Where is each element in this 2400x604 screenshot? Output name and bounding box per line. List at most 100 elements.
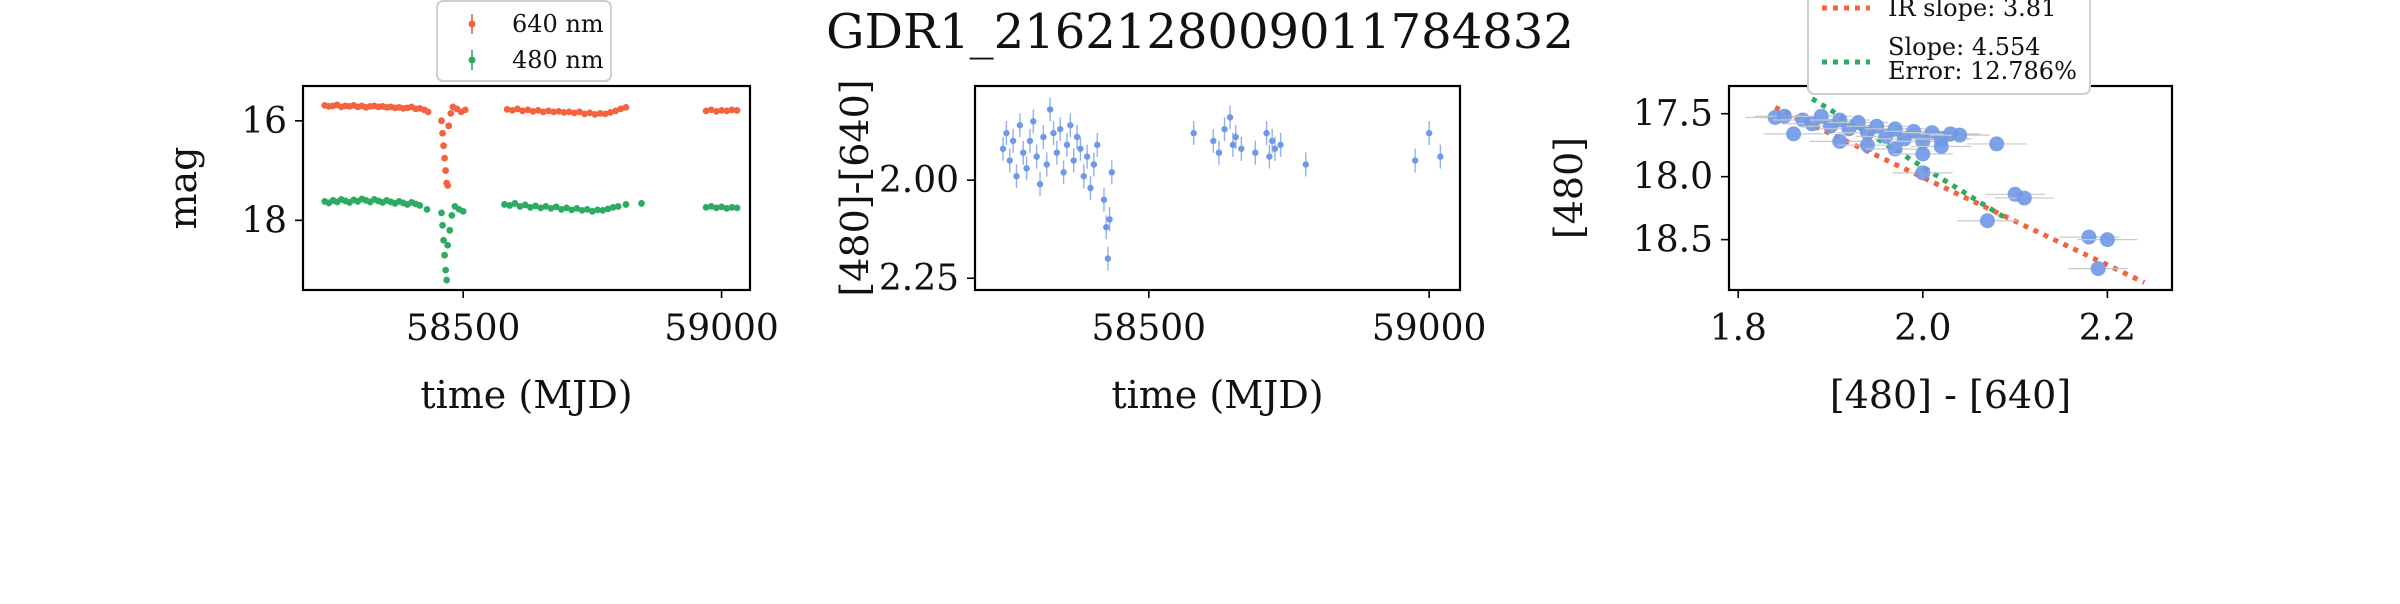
data-point xyxy=(2016,190,2032,206)
data-point xyxy=(999,145,1007,152)
data-point-480nm xyxy=(526,204,534,211)
data-point-480nm xyxy=(573,205,581,212)
data-point-640nm xyxy=(728,106,736,114)
data-point xyxy=(1033,153,1040,160)
panel-color-curve: 58500 59000 2.00 2.25 time (MJD) [480]-[640] xyxy=(833,79,1486,417)
data-point-480nm xyxy=(448,211,456,219)
data-point-480nm xyxy=(459,207,467,215)
data-point xyxy=(1226,114,1234,121)
data-point xyxy=(1776,108,1792,124)
x-tick-label: 59000 xyxy=(1372,308,1487,349)
data-point-640nm xyxy=(447,109,455,117)
data-point-480nm xyxy=(707,203,715,210)
data-point-640nm xyxy=(539,108,547,116)
y-tick-label: 18.5 xyxy=(1633,220,1713,261)
data-point-480nm xyxy=(728,204,736,211)
data-point-640nm xyxy=(570,109,578,117)
plot-area xyxy=(321,101,741,284)
data-point-480nm xyxy=(614,203,622,210)
legend-entry: 480 nm xyxy=(512,46,604,74)
data-point xyxy=(1979,213,1995,229)
data-point-480nm xyxy=(638,200,645,207)
data-point xyxy=(1221,125,1228,133)
data-point-640nm xyxy=(529,107,537,115)
data-point xyxy=(1053,149,1061,156)
plot-area xyxy=(1745,96,2146,285)
y-tick-label: 2.00 xyxy=(879,160,959,201)
data-point-640nm xyxy=(733,106,741,114)
data-point-640nm xyxy=(545,107,552,115)
data-point-480nm xyxy=(578,206,586,214)
data-point-640nm xyxy=(576,108,583,116)
data-point-480nm xyxy=(622,201,630,208)
data-point xyxy=(1263,129,1270,137)
legend-marker xyxy=(468,56,476,64)
data-point-640nm xyxy=(617,105,625,113)
data-point-480nm xyxy=(446,226,454,234)
data-point-640nm xyxy=(596,109,604,117)
x-axis-label: [480] - [640] xyxy=(1830,373,2071,417)
data-point xyxy=(1100,196,1108,203)
data-point-640nm xyxy=(550,108,558,116)
data-point-640nm xyxy=(581,110,589,118)
data-point xyxy=(2099,232,2115,248)
data-point xyxy=(1268,137,1276,145)
data-point-480nm xyxy=(516,203,524,210)
data-point-640nm xyxy=(560,108,568,116)
data-point xyxy=(1067,122,1074,129)
x-tick-label: 58500 xyxy=(406,308,521,349)
data-point xyxy=(1302,161,1310,168)
data-point xyxy=(1036,180,1044,188)
data-point-640nm xyxy=(622,103,630,111)
data-point-640nm xyxy=(461,106,469,114)
data-point-640nm xyxy=(607,108,614,116)
data-point-480nm xyxy=(547,205,555,212)
data-point xyxy=(1083,153,1091,160)
data-point xyxy=(1190,129,1197,137)
y-axis-label: [480] xyxy=(1547,137,1591,239)
data-point xyxy=(1915,146,1931,162)
x-axis-label: time (MJD) xyxy=(420,373,632,417)
data-point-640nm xyxy=(440,142,447,150)
y-tick-label: 16 xyxy=(241,101,287,142)
data-point-640nm xyxy=(713,107,720,115)
data-point-480nm xyxy=(733,204,741,212)
data-point xyxy=(1425,129,1433,137)
data-point-480nm xyxy=(718,203,725,211)
panel-light-curve: 58500 59000 16 18 time (MJD) mag 640 nm 480 nm xyxy=(161,0,779,417)
data-point xyxy=(1915,165,1931,181)
data-point-640nm xyxy=(508,106,516,114)
data-point-640nm xyxy=(723,107,731,115)
data-point xyxy=(1869,118,1885,134)
legend-entry: Error: 12.786% xyxy=(1888,57,2077,85)
panel-color-magnitude: 1.8 2.0 2.2 17.5 18.0 18.5 [480] - [640] [480] I… xyxy=(1547,0,2174,417)
data-point xyxy=(1952,127,1968,143)
data-point xyxy=(1887,141,1903,157)
data-point xyxy=(1023,165,1030,172)
data-point xyxy=(1859,137,1875,153)
data-point-640nm xyxy=(514,105,521,113)
legend-marker xyxy=(468,20,476,28)
data-point-640nm xyxy=(445,122,453,130)
data-point xyxy=(1437,153,1444,160)
legend-entry: IR slope: 3.81 xyxy=(1888,0,2056,22)
x-tick-label: 59000 xyxy=(664,308,779,349)
data-point-640nm xyxy=(444,182,452,189)
data-point xyxy=(2090,261,2106,277)
y-axis-label: mag xyxy=(161,146,205,229)
data-point-480nm xyxy=(521,201,529,209)
data-point-640nm xyxy=(555,107,563,115)
data-point xyxy=(1094,141,1101,149)
figure-title: GDR1_2162128009011784832 xyxy=(826,4,1574,60)
data-point xyxy=(1006,157,1013,164)
data-point-480nm xyxy=(416,202,424,209)
data-point-640nm xyxy=(612,107,620,115)
data-point xyxy=(1989,136,2005,152)
y-tick-label: 2.25 xyxy=(879,258,959,299)
data-point xyxy=(1073,133,1081,141)
data-point xyxy=(1030,118,1037,125)
data-point-480nm xyxy=(542,203,550,210)
legend-entry: 640 nm xyxy=(512,10,604,38)
